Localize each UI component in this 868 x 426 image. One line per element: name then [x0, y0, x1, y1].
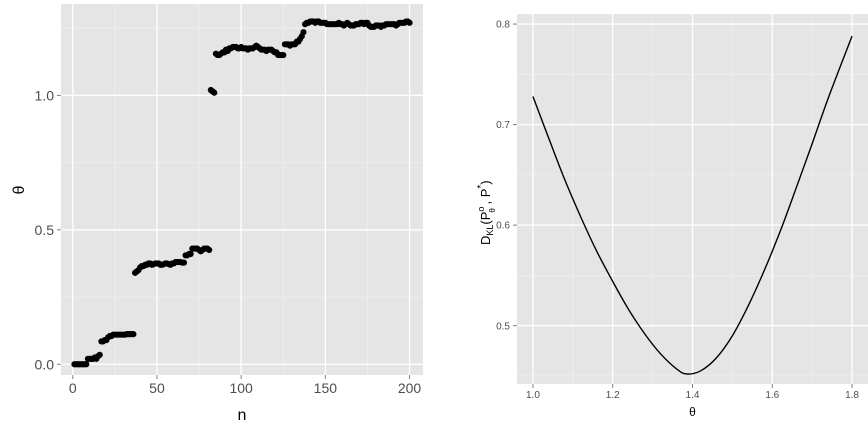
y-axis-label-part: KL: [485, 225, 495, 236]
x-tick-label: 200: [398, 380, 422, 396]
y-axis-label-part: θ: [488, 208, 497, 213]
kl-divergence-curve: [532, 35, 853, 375]
y-axis-label-part: o: [476, 207, 486, 212]
y-tick-label: 0.5: [35, 222, 55, 238]
x-tick-label: 100: [229, 380, 253, 396]
y-axis-label: DKL(Po θ , P*): [476, 180, 497, 245]
y-tick-label: 0.8: [496, 20, 510, 31]
y-axis-label: θ: [11, 185, 28, 194]
y-axis-label-part: ): [478, 180, 493, 184]
y-tick-label: 0.5: [496, 321, 510, 332]
y-tick-label: 0.7: [496, 120, 510, 131]
x-tick-label: 1.0: [526, 390, 540, 401]
y-axis-label-part: (P: [478, 212, 493, 225]
x-tick-label: 1.2: [606, 390, 620, 401]
y-axis-label-part: D: [478, 236, 493, 245]
x-axis-label: n: [238, 407, 247, 424]
x-tick-label: 50: [149, 380, 165, 396]
plot-background: [61, 4, 423, 375]
data-point: [300, 29, 307, 36]
y-tick-label: 1.0: [35, 87, 55, 103]
data-point: [83, 361, 90, 368]
data-points: [71, 18, 413, 368]
x-tick-label: 1.4: [686, 390, 700, 401]
data-point: [406, 19, 413, 26]
y-axis-label-part: *: [476, 185, 487, 189]
x-tick-label: 0: [69, 380, 77, 396]
x-axis-label: θ: [689, 405, 696, 419]
data-point: [211, 89, 218, 96]
x-tick-label: 1.8: [845, 390, 859, 401]
y-tick-label: 0.6: [496, 221, 510, 232]
data-point: [206, 246, 213, 254]
theta-vs-n-panel: 0 50 100 150 200 0.0 0.5 1.0 n θ: [11, 4, 423, 424]
y-axis-label-part: , P: [478, 189, 493, 209]
data-point: [187, 250, 194, 258]
data-point: [280, 51, 287, 59]
data-point: [96, 351, 103, 358]
data-point: [180, 259, 188, 266]
x-tick-label: 150: [314, 380, 338, 396]
x-tick-label: 1.6: [765, 390, 779, 401]
data-point: [130, 331, 137, 338]
y-tick-label: 0.0: [35, 356, 55, 372]
